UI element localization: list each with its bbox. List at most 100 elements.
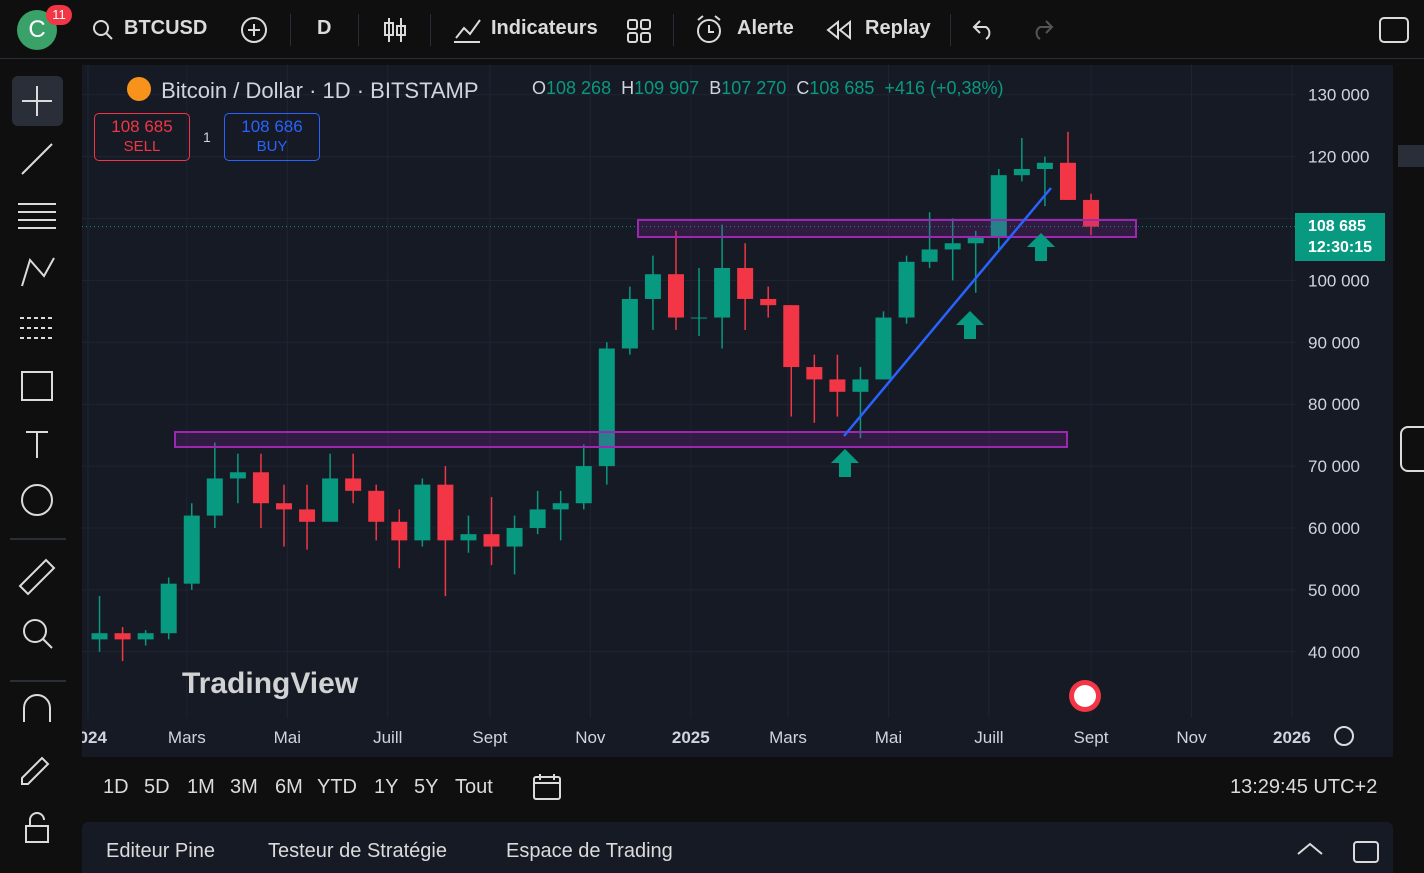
pattern-tool[interactable] xyxy=(21,257,55,287)
line-tool[interactable] xyxy=(21,143,53,175)
range-button[interactable]: 3M xyxy=(230,776,258,798)
trend-line[interactable] xyxy=(843,187,1052,437)
search-icon xyxy=(93,20,113,40)
range-button[interactable]: 1M xyxy=(187,776,215,798)
panel-controls[interactable] xyxy=(1294,838,1384,864)
candle-body xyxy=(91,633,108,640)
btc-icon xyxy=(127,77,151,101)
resistance-zone[interactable] xyxy=(637,219,1137,238)
fib-tool[interactable] xyxy=(18,203,56,229)
undo-icon[interactable] xyxy=(972,18,996,40)
shape-tool[interactable] xyxy=(21,371,53,401)
candle-body xyxy=(644,274,661,299)
candle-body xyxy=(944,243,961,250)
candle-body xyxy=(183,515,200,584)
drawings xyxy=(174,187,1137,477)
candle-body xyxy=(806,367,823,380)
range-button[interactable]: Tout xyxy=(455,776,493,798)
add-icon[interactable] xyxy=(240,16,268,44)
side-panel-handle[interactable] xyxy=(1400,426,1424,472)
fullscreen-icon[interactable] xyxy=(1378,16,1410,44)
buy-button[interactable]: 108 686 BUY xyxy=(224,113,320,161)
range-button[interactable]: 1D xyxy=(103,776,129,798)
text-tool[interactable] xyxy=(26,431,48,458)
projection-tool[interactable] xyxy=(20,317,54,339)
redo-icon[interactable] xyxy=(1030,18,1054,40)
layout-icon[interactable] xyxy=(626,18,652,44)
interval[interactable]: D xyxy=(317,17,332,39)
last-price: 108 685 xyxy=(1308,217,1366,235)
candle-body xyxy=(783,305,800,368)
range-button[interactable]: 5Y xyxy=(414,776,439,798)
chart-pane: TradingView 2024 Mars Mai Juill Sept Nov 2025 M… xyxy=(82,65,1393,757)
candle-body xyxy=(275,503,292,510)
lock-tool[interactable] xyxy=(25,825,49,843)
settings-icon[interactable] xyxy=(1334,726,1354,746)
crosshair-tool[interactable] xyxy=(22,86,52,116)
o-value: 108 268 xyxy=(546,78,612,98)
range-button[interactable]: 5D xyxy=(144,776,170,798)
panel-tab[interactable]: Editeur Pine xyxy=(106,840,215,862)
o-label: O xyxy=(532,78,547,98)
clock[interactable]: 13:29:45 UTC+2 xyxy=(1230,776,1378,798)
indicators[interactable]: Indicateurs xyxy=(491,17,598,39)
quantity[interactable]: 1 xyxy=(203,129,211,145)
last-price-label: 108 685 12:30:15 xyxy=(1295,212,1385,261)
candle-body xyxy=(160,583,177,634)
drawing-toolbar xyxy=(10,76,66,843)
zoom-tool[interactable] xyxy=(23,619,47,643)
candle-body xyxy=(667,274,684,318)
y-tick-label: 100 000 xyxy=(1308,271,1369,290)
emoji-tool[interactable] xyxy=(21,484,53,516)
c-value: 108 685 xyxy=(809,78,875,98)
support-zone[interactable] xyxy=(174,431,1068,448)
x-tick-label: Sept xyxy=(1074,728,1109,747)
x-tick-label: Mars xyxy=(769,728,807,747)
h-value: 109 907 xyxy=(634,78,700,98)
x-tick-label: 2024 xyxy=(82,728,107,747)
x-tick-label: Juill xyxy=(373,728,402,747)
magnet-tool[interactable] xyxy=(23,694,51,722)
range-bar: 13:29:45 UTC+2 1D 5D 1M 3M 6M YTD 1Y 5Y Tout xyxy=(82,762,1393,812)
candle-body xyxy=(737,268,754,299)
range-button[interactable]: 1Y xyxy=(374,776,399,798)
candle-body xyxy=(598,348,615,467)
ohlc-values: O108 268 H109 907 B107 270 C108 685 +416… xyxy=(532,78,1004,99)
alert-icon[interactable] xyxy=(695,14,727,46)
chart-legend: Bitcoin / Dollar · 1D · BITSTAMP xyxy=(127,77,479,104)
candle-body xyxy=(1013,168,1030,176)
range-button[interactable]: 6M xyxy=(275,776,303,798)
candle-body xyxy=(206,478,223,516)
range-button[interactable]: YTD xyxy=(317,776,357,798)
replay-icon[interactable] xyxy=(826,20,854,40)
candle-body xyxy=(368,490,385,522)
candle-body xyxy=(252,472,269,504)
arrow-up[interactable] xyxy=(956,311,984,339)
arrow-up[interactable] xyxy=(1027,233,1055,261)
lock-drawing-tool[interactable] xyxy=(21,756,50,785)
candle-body xyxy=(1036,162,1053,169)
ruler-tool[interactable] xyxy=(18,558,56,596)
side-tab[interactable] xyxy=(1398,145,1424,167)
alert[interactable]: Alerte xyxy=(737,17,794,39)
x-tick-label: 2026 xyxy=(1273,728,1311,747)
x-tick-label: Mars xyxy=(168,728,206,747)
replay[interactable]: Replay xyxy=(865,17,931,39)
candle-body xyxy=(483,534,500,547)
panel-tab[interactable]: Testeur de Stratégie xyxy=(268,840,447,862)
sell-button[interactable]: 108 685 SELL xyxy=(94,113,190,161)
x-tick-label: Juill xyxy=(974,728,1003,747)
candle-body xyxy=(921,249,938,262)
panel-tab[interactable]: Espace de Trading xyxy=(506,840,673,862)
candle-body xyxy=(898,261,915,318)
buy-label: BUY xyxy=(256,138,288,155)
arrow-up[interactable] xyxy=(831,449,859,477)
indicators-icon[interactable] xyxy=(452,16,482,44)
candle-body xyxy=(391,521,408,541)
candle-body xyxy=(829,379,846,392)
symbol[interactable]: BTCUSD xyxy=(124,17,208,39)
candle-icon[interactable] xyxy=(383,16,407,44)
date-range-icon[interactable] xyxy=(532,772,562,802)
